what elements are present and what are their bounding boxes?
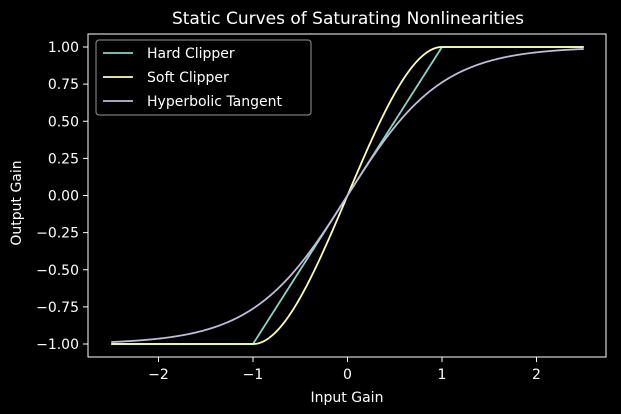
legend-box xyxy=(95,39,312,116)
y-axis-label: Output Gain xyxy=(9,160,25,245)
legend-label: Hyperbolic Tangent xyxy=(147,94,283,110)
y-tick-label: −0.25 xyxy=(36,226,79,242)
legend-label: Hard Clipper xyxy=(147,46,235,62)
legend-label: Soft Clipper xyxy=(147,70,229,86)
y-tick-label: 1.00 xyxy=(48,40,79,56)
x-tick-label: 0 xyxy=(343,367,352,383)
y-tick-label: 0.25 xyxy=(48,151,79,167)
tick-marks: −2 −1 0 1 2 −1.00 −0.75 −0.50 −0.25 0.00 0.25 0.50 0… xyxy=(36,40,541,383)
y-tick-label: 0.00 xyxy=(48,189,79,205)
x-tick-label: −1 xyxy=(243,367,264,383)
x-tick-label: −2 xyxy=(148,367,169,383)
y-tick-label: −0.50 xyxy=(36,263,79,279)
x-tick-label: 2 xyxy=(532,367,541,383)
x-tick-label: 1 xyxy=(438,367,447,383)
y-tick-label: −0.75 xyxy=(36,300,79,316)
x-axis-label: Input Gain xyxy=(311,390,384,406)
y-tick-label: −1.00 xyxy=(36,337,79,353)
y-tick-label: 0.75 xyxy=(48,77,79,93)
chart-title: Static Curves of Saturating Nonlineariti… xyxy=(172,9,524,29)
legend: Hard Clipper Soft Clipper Hyperbolic Tange… xyxy=(95,39,312,116)
plot-area xyxy=(111,46,584,345)
y-tick-label: 0.50 xyxy=(48,114,79,130)
series-line-hyperbolic-tangent xyxy=(111,48,584,343)
